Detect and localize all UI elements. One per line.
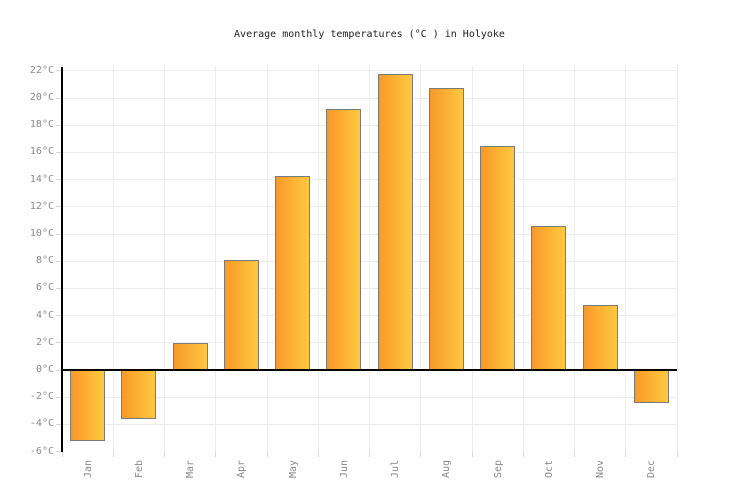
y-axis-label: 18°C — [29, 119, 54, 131]
y-tick — [56, 315, 62, 317]
y-axis-label: 8°C — [35, 255, 54, 267]
bar-feb[interactable] — [121, 370, 157, 419]
bar-oct[interactable] — [531, 225, 567, 370]
y-axis-label: 22°C — [29, 64, 54, 76]
x-gridline — [112, 66, 114, 452]
x-axis-label-dec: Dec — [645, 459, 657, 479]
y-axis-label: 4°C — [35, 309, 54, 321]
y-axis-label: -4°C — [29, 418, 54, 430]
x-gridline — [676, 66, 678, 452]
y-axis-label: 10°C — [29, 228, 54, 239]
bar-dec[interactable] — [633, 370, 669, 403]
x-tick — [522, 451, 524, 457]
y-tick — [56, 287, 62, 289]
y-tick — [56, 451, 62, 453]
y-tick — [56, 423, 62, 425]
y-tick — [56, 233, 62, 235]
x-tick — [215, 451, 217, 457]
bar-jul[interactable] — [377, 73, 413, 370]
y-axis-label: -2°C — [29, 391, 54, 403]
y-tick — [56, 124, 62, 126]
chart-title: Average monthly temperatures (°C ) in Ho… — [234, 29, 505, 40]
y-tick — [56, 151, 62, 153]
x-gridline — [164, 66, 165, 452]
bar-apr[interactable] — [223, 259, 259, 370]
y-tick — [56, 97, 62, 99]
y-axis-label: -6°C — [29, 445, 54, 457]
bar-mar[interactable] — [172, 342, 208, 370]
x-tick — [625, 451, 627, 457]
bar-aug[interactable] — [428, 88, 464, 370]
y-axis-label: 14°C — [29, 173, 54, 185]
x-tick — [420, 451, 422, 457]
bar-jan[interactable] — [70, 370, 106, 441]
y-tick — [56, 70, 62, 72]
y-tick — [56, 179, 62, 181]
zero-line — [61, 369, 677, 371]
y-tick — [56, 342, 62, 344]
x-tick — [317, 451, 319, 457]
x-tick — [471, 451, 473, 457]
x-gridline — [420, 66, 422, 452]
x-gridline — [625, 66, 627, 452]
y-tick — [56, 260, 62, 262]
x-gridline — [266, 66, 268, 452]
y-axis-label: 12°C — [29, 200, 54, 212]
y-axis-label: 0°C — [35, 364, 54, 375]
x-gridline — [317, 66, 319, 452]
y-axis-label: 6°C — [35, 282, 54, 294]
x-tick — [112, 451, 114, 457]
bar-sep[interactable] — [480, 145, 516, 370]
x-tick — [574, 451, 575, 457]
y-axis-label: 2°C — [35, 336, 54, 348]
x-gridline — [471, 66, 473, 452]
x-tick — [369, 451, 370, 457]
y-axis-line — [61, 67, 63, 452]
x-gridline — [369, 66, 370, 452]
y-tick — [56, 369, 62, 371]
x-tick — [266, 451, 268, 457]
y-tick — [56, 206, 62, 208]
x-tick — [61, 451, 63, 457]
y-axis-label: 16°C — [29, 146, 54, 158]
x-gridline — [215, 66, 217, 452]
x-tick — [164, 451, 165, 457]
y-tick — [56, 396, 62, 398]
bar-may[interactable] — [275, 175, 311, 370]
x-tick — [676, 451, 678, 457]
x-gridline — [522, 66, 524, 452]
y-axis-label: 20°C — [29, 92, 54, 103]
x-gridline — [574, 66, 575, 452]
bar-nov[interactable] — [582, 304, 618, 370]
bar-jun[interactable] — [326, 108, 362, 370]
